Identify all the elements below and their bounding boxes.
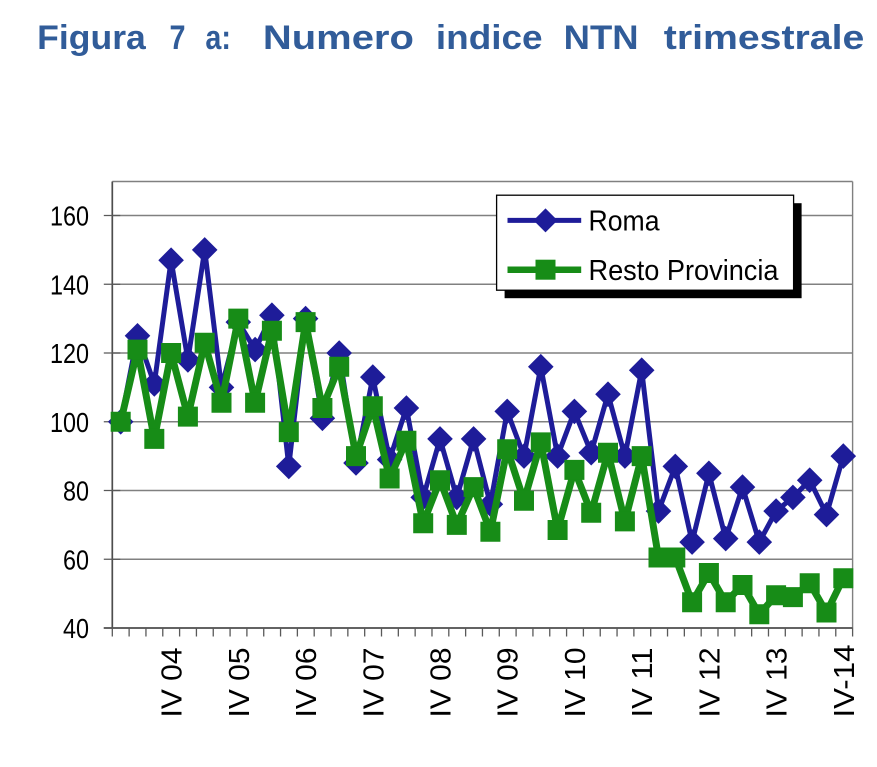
svg-text:IV 12: IV 12 <box>694 648 726 718</box>
svg-text:NTN: NTN <box>564 19 639 57</box>
svg-text:60: 60 <box>63 544 89 575</box>
svg-text:trimestrale: trimestrale <box>664 19 865 57</box>
svg-text:40: 40 <box>63 613 89 644</box>
svg-text:140: 140 <box>50 269 89 300</box>
svg-text:Figura: Figura <box>37 19 146 57</box>
svg-text:IV 10: IV 10 <box>560 648 592 718</box>
svg-text:IV 06: IV 06 <box>291 648 323 718</box>
svg-text:a:: a: <box>205 19 231 57</box>
svg-text:IV-14: IV-14 <box>829 645 861 718</box>
svg-text:IV 08: IV 08 <box>426 648 458 718</box>
svg-text:Roma: Roma <box>589 206 660 238</box>
svg-text:IV 05: IV 05 <box>224 648 256 718</box>
svg-text:160: 160 <box>50 201 89 232</box>
svg-text:7: 7 <box>170 19 186 57</box>
svg-text:IV 07: IV 07 <box>358 648 390 718</box>
svg-text:indice: indice <box>436 19 543 57</box>
svg-text:IV 09: IV 09 <box>493 648 525 718</box>
svg-text:100: 100 <box>50 407 89 438</box>
svg-text:IV 13: IV 13 <box>762 648 794 718</box>
svg-text:Numero: Numero <box>263 19 414 57</box>
svg-text:120: 120 <box>50 338 89 369</box>
svg-text:Resto Provincia: Resto Provincia <box>589 255 779 287</box>
svg-text:IV 04: IV 04 <box>157 648 189 718</box>
svg-text:IV 11: IV 11 <box>627 648 659 718</box>
svg-text:80: 80 <box>63 476 89 507</box>
